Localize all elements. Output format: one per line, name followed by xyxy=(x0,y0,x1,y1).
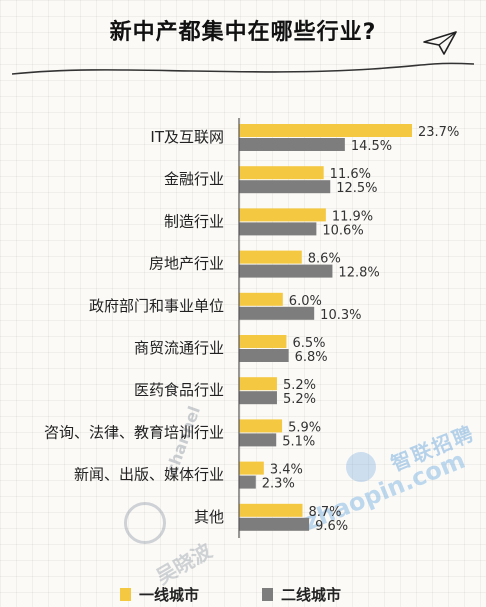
bar-tier2 xyxy=(239,433,277,447)
paper-plane-icon xyxy=(423,31,457,55)
bar-tier1 xyxy=(239,208,326,222)
data-label: 5.2% xyxy=(283,378,316,393)
bar-tier1 xyxy=(239,503,303,517)
category-label: 其他 xyxy=(194,508,224,526)
category-label: 政府部门和事业单位 xyxy=(89,297,224,315)
bar-tier2 xyxy=(239,517,310,531)
bar-tier1 xyxy=(239,419,283,433)
bar-tier1 xyxy=(239,292,283,306)
data-label: 12.8% xyxy=(338,266,379,281)
bar-tier2 xyxy=(239,180,331,194)
data-label: 5.9% xyxy=(288,420,321,435)
data-label: 3.4% xyxy=(270,463,303,478)
data-label: 8.7% xyxy=(309,505,342,520)
data-label: 11.9% xyxy=(332,209,373,224)
category-label: 新闻、出版、媒体行业 xyxy=(74,466,224,484)
category-label: 商贸流通行业 xyxy=(134,339,224,357)
bar-tier2 xyxy=(239,138,345,151)
category-label: 医药食品行业 xyxy=(134,381,224,399)
data-label: 10.3% xyxy=(320,308,361,323)
bar-tier1 xyxy=(239,124,412,137)
bar-tier2 xyxy=(239,306,315,320)
data-label: 5.1% xyxy=(282,434,315,449)
bar-tier1 xyxy=(239,377,277,391)
data-label: 23.7% xyxy=(418,125,459,140)
bar-tier2 xyxy=(239,222,317,236)
legend-label-tier1: 一线城市 xyxy=(139,586,200,604)
watermark-circle xyxy=(124,502,166,544)
category-label: 金融行业 xyxy=(164,170,224,188)
bar-tier1 xyxy=(239,250,302,264)
legend-swatch-tier2 xyxy=(262,588,273,601)
category-label: 房地产行业 xyxy=(149,255,224,273)
data-label: 12.5% xyxy=(336,181,377,196)
legend-label-tier2: 二线城市 xyxy=(281,586,342,604)
bar-tier2 xyxy=(239,264,333,278)
legend-item-tier1: 一线城市 xyxy=(120,584,199,605)
bar-tier2 xyxy=(239,349,289,362)
bar-tier2 xyxy=(239,475,256,489)
bar-tier1 xyxy=(239,335,287,348)
data-label: 5.2% xyxy=(283,392,316,407)
data-label: 11.6% xyxy=(330,167,371,182)
legend-item-tier2: 二线城市 xyxy=(262,584,341,605)
data-label: 14.5% xyxy=(351,139,392,154)
bar-tier1 xyxy=(239,461,264,475)
category-label: 制造行业 xyxy=(164,212,224,230)
wavy-divider xyxy=(12,62,474,75)
data-label: 8.6% xyxy=(308,252,341,267)
chart-title: 新中产都集中在哪些行业? xyxy=(109,20,377,45)
category-label: IT及互联网 xyxy=(150,128,224,146)
watermark-dot xyxy=(346,452,376,482)
data-label: 9.6% xyxy=(315,519,348,534)
data-label: 6.8% xyxy=(295,350,328,365)
data-label: 2.3% xyxy=(262,477,295,492)
data-label: 6.0% xyxy=(289,294,322,309)
category-label: 咨询、法律、教育培训行业 xyxy=(44,423,224,441)
data-label: 6.5% xyxy=(292,336,325,351)
data-label: 10.6% xyxy=(322,223,363,238)
bar-tier1 xyxy=(239,166,324,180)
bar-tier2 xyxy=(239,391,277,405)
legend-swatch-tier1 xyxy=(120,588,131,601)
